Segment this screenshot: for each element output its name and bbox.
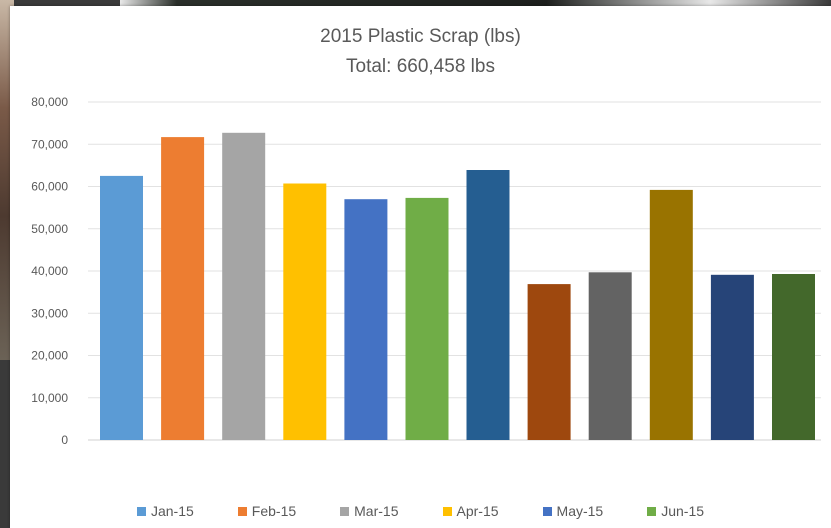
y-axis-tick-labels: 0 10,000 20,000 30,000 40,000 50,000 60,000 70,… (31, 95, 68, 447)
y-tick-label: 60,000 (31, 180, 68, 194)
legend-swatch (647, 506, 657, 516)
bar (710, 274, 754, 440)
legend-item: May-15 (542, 503, 604, 519)
legend-item: Feb-15 (237, 503, 297, 519)
legend-item: Apr-15 (442, 503, 499, 519)
y-tick-label: 20,000 (31, 349, 68, 363)
legend-item: Jan-15 (136, 503, 194, 519)
background-photo-top (120, 0, 831, 10)
chart-subtitle: Total: 660,458 lbs (346, 56, 495, 77)
bar-chart-plot: 0 10,000 20,000 30,000 40,000 50,000 60,000 70,… (31, 95, 821, 447)
legend-item: Mar-15 (340, 503, 399, 519)
bar (100, 175, 143, 440)
legend-swatch (340, 506, 350, 516)
legend-swatch (136, 506, 146, 516)
legend-label: Feb-15 (251, 503, 297, 519)
legend-swatch (442, 506, 452, 516)
bars (100, 132, 815, 441)
y-tick-label: 70,000 (31, 137, 68, 151)
y-tick-label: 0 (61, 433, 68, 447)
legend-swatch (542, 506, 552, 516)
bar (222, 132, 266, 441)
bar (527, 284, 571, 440)
legend-label: Jun-15 (661, 503, 705, 519)
chart-legend: Jan-15 Feb-15 Mar-15 Apr-15 May-15 Jun-15 (10, 503, 831, 519)
bar (344, 199, 388, 440)
bar (466, 170, 510, 440)
bar (588, 272, 632, 440)
y-tick-label: 10,000 (31, 391, 68, 405)
bar (283, 183, 327, 440)
bar (405, 197, 449, 440)
legend-label: May-15 (556, 503, 604, 519)
legend-label: Jan-15 (150, 503, 194, 519)
legend-label: Apr-15 (456, 503, 499, 519)
y-tick-label: 30,000 (31, 306, 68, 320)
bar (649, 189, 693, 440)
y-tick-label: 40,000 (31, 264, 68, 278)
bar (772, 274, 815, 440)
chart-title: 2015 Plastic Scrap (lbs) (320, 26, 521, 47)
legend-swatch (237, 506, 247, 516)
chart-panel: 2015 Plastic Scrap (lbs) Total: 660,458 … (10, 6, 831, 528)
bar (161, 137, 205, 440)
gridlines (88, 101, 821, 441)
legend-item: Jun-15 (647, 503, 704, 519)
y-tick-label: 50,000 (31, 222, 68, 236)
legend-label: Mar-15 (354, 503, 399, 519)
y-tick-label: 80,000 (31, 95, 68, 109)
